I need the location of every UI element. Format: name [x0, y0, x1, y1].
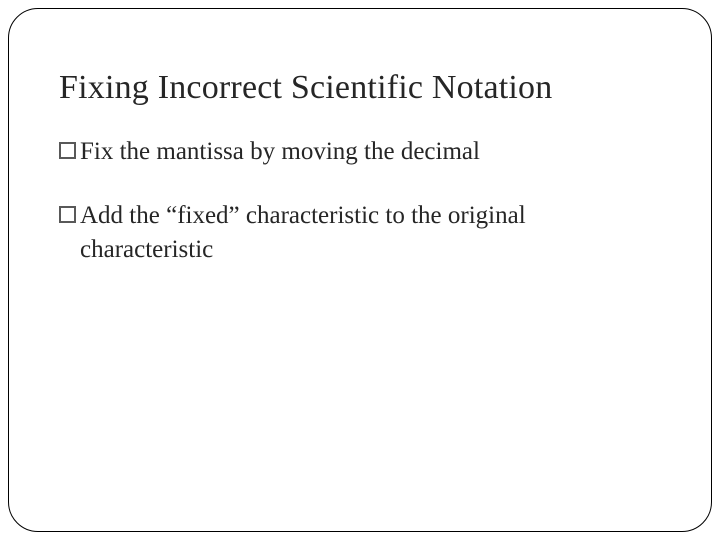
slide-title: Fixing Incorrect Scientific Notation [59, 69, 661, 107]
bullet-item: Add the “fixed” characteristic to the or… [59, 199, 661, 267]
square-bullet-icon [59, 206, 76, 223]
slide-frame: Fixing Incorrect Scientific Notation Fix… [8, 8, 712, 532]
bullet-text: Add the “fixed” characteristic to the or… [80, 199, 661, 267]
square-bullet-icon [59, 142, 76, 159]
bullet-text: Fix the mantissa by moving the decimal [80, 135, 661, 169]
bullet-item: Fix the mantissa by moving the decimal [59, 135, 661, 169]
